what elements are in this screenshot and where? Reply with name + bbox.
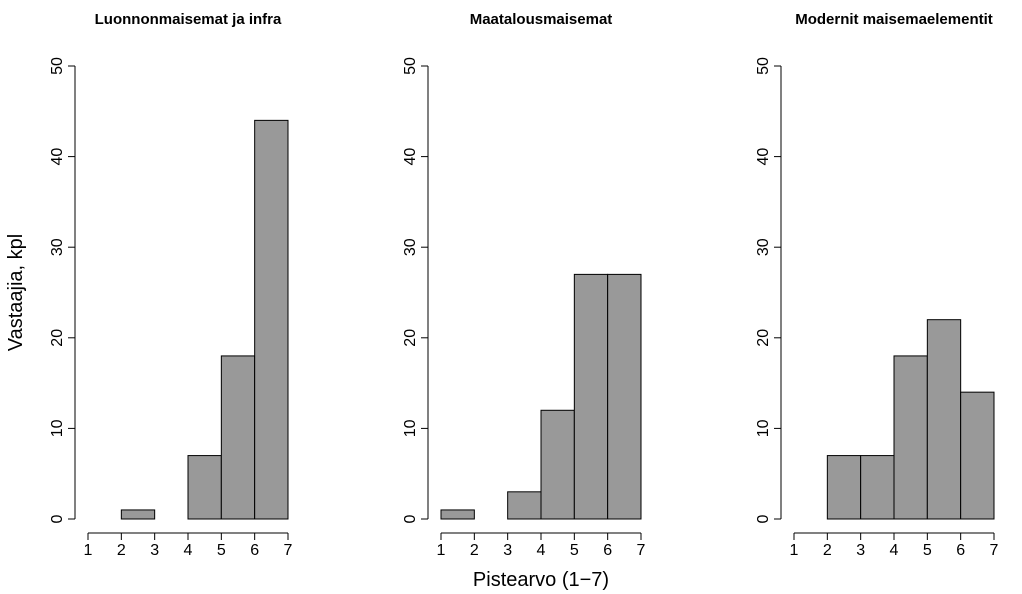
x-tick-label: 6 [603,542,612,559]
x-tick-label: 3 [856,542,865,559]
y-tick-label: 10 [755,419,772,437]
x-tick-label: 5 [923,542,932,559]
x-tick-label: 4 [184,542,193,559]
y-tick-label: 0 [402,514,419,523]
bar [440,509,475,520]
x-tick-label: 3 [150,542,159,559]
x-tick-label: 1 [84,542,93,559]
y-tick-label: 40 [402,148,419,166]
y-axis-label: Vastaajia, kpl [5,234,27,351]
y-tick-label: 0 [49,514,66,523]
bar [120,509,156,520]
x-tick-label: 2 [470,542,479,559]
y-tick-label: 20 [49,329,66,347]
x-tick-label: 4 [537,542,546,559]
y-tick-label: 10 [49,419,66,437]
y-tick-label: 30 [402,238,419,256]
y-tick-label: 10 [402,419,419,437]
x-tick-label: 7 [284,542,293,559]
x-tick-label: 7 [637,542,646,559]
y-tick-label: 30 [49,238,66,256]
x-tick-label: 5 [217,542,226,559]
bar [960,391,995,520]
y-tick-label: 20 [402,329,419,347]
x-tick-label: 2 [117,542,126,559]
x-axis-label: Pistearvo (1−7) [473,569,609,591]
x-tick-label: 6 [250,542,259,559]
x-tick-label: 7 [990,542,999,559]
y-tick-label: 0 [755,514,772,523]
bar [187,455,222,520]
bar [893,355,928,520]
y-tick-label: 20 [755,329,772,347]
bar [507,491,542,520]
bar [926,319,962,520]
x-tick-label: 1 [790,542,799,559]
y-tick-label: 30 [755,238,772,256]
bar [607,273,642,520]
x-tick-label: 6 [956,542,965,559]
x-tick-label: 3 [503,542,512,559]
bar [860,455,895,520]
y-tick-label: 50 [402,57,419,75]
x-tick-label: 2 [823,542,832,559]
x-tick-label: 5 [570,542,579,559]
y-tick-label: 40 [755,148,772,166]
bar [254,119,289,520]
bar [220,355,256,520]
bar [826,455,862,520]
y-tick-label: 50 [755,57,772,75]
bar [540,409,575,520]
bar [573,273,609,520]
y-tick-label: 40 [49,148,66,166]
chart-title: Luonnonmaisemat ja infra [95,11,282,28]
chart-title: Modernit maisemaelementit [795,11,993,28]
x-tick-label: 1 [437,542,446,559]
y-tick-label: 50 [49,57,66,75]
x-tick-label: 4 [890,542,899,559]
chart-title: Maatalousmaisemat [470,11,613,28]
